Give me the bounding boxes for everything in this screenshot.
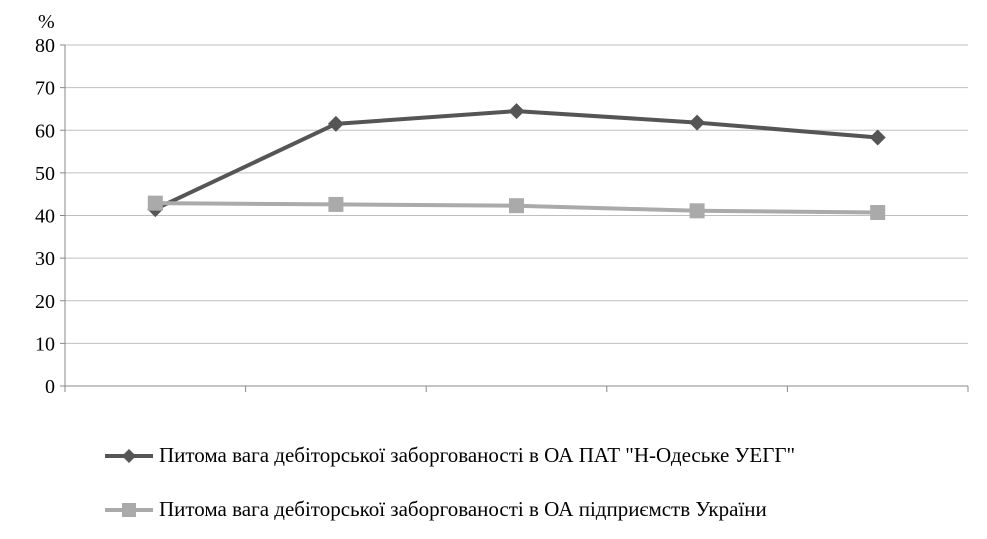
data-point-diamond — [869, 129, 886, 146]
series-line-1 — [154, 109, 878, 211]
y-tick-label: 10 — [35, 333, 55, 355]
y-tick-label: 0 — [45, 376, 55, 398]
data-point-diamond — [327, 115, 344, 132]
y-tick-labels: 0 10 20 30 40 50 60 70 80 — [35, 35, 55, 398]
data-point-square — [509, 198, 524, 214]
y-tick-label: 60 — [35, 120, 55, 142]
grid-lines — [65, 44, 968, 344]
data-point-diamond — [508, 103, 525, 120]
y-tick-label: 70 — [35, 78, 55, 100]
y-tick-label: 80 — [35, 35, 55, 57]
data-point-square — [689, 203, 705, 219]
series-markers — [147, 103, 886, 221]
legend-line-diamond-icon — [105, 448, 153, 463]
data-point-square — [870, 205, 886, 221]
legend-item-series-1: Питома вага дебіторської заборгованості … — [105, 443, 795, 468]
y-tick-label: 50 — [35, 163, 55, 185]
y-tick-label: 30 — [35, 248, 55, 270]
y-unit-label: % — [38, 11, 55, 33]
data-point-square — [147, 195, 163, 211]
y-tick-label: 20 — [35, 291, 55, 313]
axes — [60, 44, 969, 392]
legend-item-series-2: Питома вага дебіторської заборгованості … — [105, 497, 767, 522]
legend-label-series-2: Питома вага дебіторської заборгованості … — [159, 497, 767, 521]
data-point-square — [328, 196, 344, 212]
legend-label-series-1: Питома вага дебіторської заборгованості … — [159, 443, 796, 467]
data-point-diamond — [689, 114, 706, 131]
series-lines — [154, 109, 878, 215]
legend-line-square-icon — [105, 502, 153, 517]
y-tick-label: 40 — [35, 206, 55, 228]
